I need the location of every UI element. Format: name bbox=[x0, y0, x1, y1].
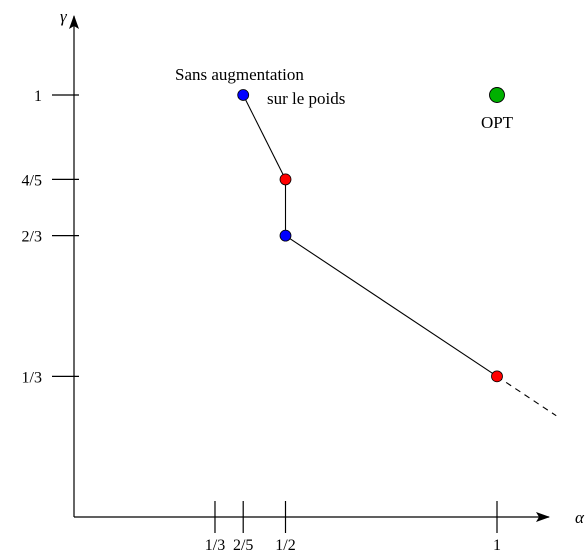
annotation-line-2: sur le poids bbox=[267, 89, 345, 108]
data-point bbox=[491, 370, 503, 383]
y-tick-label: 2/3 bbox=[22, 229, 42, 246]
y-tick-label: 1/3 bbox=[22, 369, 42, 386]
y-axis-label: γ bbox=[60, 7, 68, 26]
series-lines bbox=[242, 94, 557, 417]
y-tick-label: 1 bbox=[34, 88, 42, 105]
data-point bbox=[237, 89, 250, 101]
annotation-line-1: Sans augmentation bbox=[175, 65, 304, 84]
series-extension-dashed bbox=[496, 375, 557, 417]
x-axis-label: α bbox=[575, 508, 585, 527]
x-tick-label: 1/3 bbox=[205, 537, 225, 554]
x-tick-label: 2/5 bbox=[233, 537, 253, 554]
series-points bbox=[237, 87, 505, 383]
x-tick-label: 1 bbox=[493, 537, 501, 554]
y-ticks: 1/3 2/3 4/5 1 bbox=[22, 88, 79, 386]
series-line-segment bbox=[285, 235, 498, 377]
opt-point bbox=[489, 87, 505, 103]
x-tick-label: 1/2 bbox=[275, 537, 295, 554]
y-tick-label: 4/5 bbox=[22, 172, 42, 189]
x-ticks: 1/3 2/5 1/2 1 bbox=[205, 501, 501, 554]
data-point bbox=[279, 173, 292, 186]
opt-label: OPT bbox=[481, 113, 514, 132]
data-point bbox=[279, 229, 292, 242]
series-line-segment bbox=[242, 94, 286, 180]
